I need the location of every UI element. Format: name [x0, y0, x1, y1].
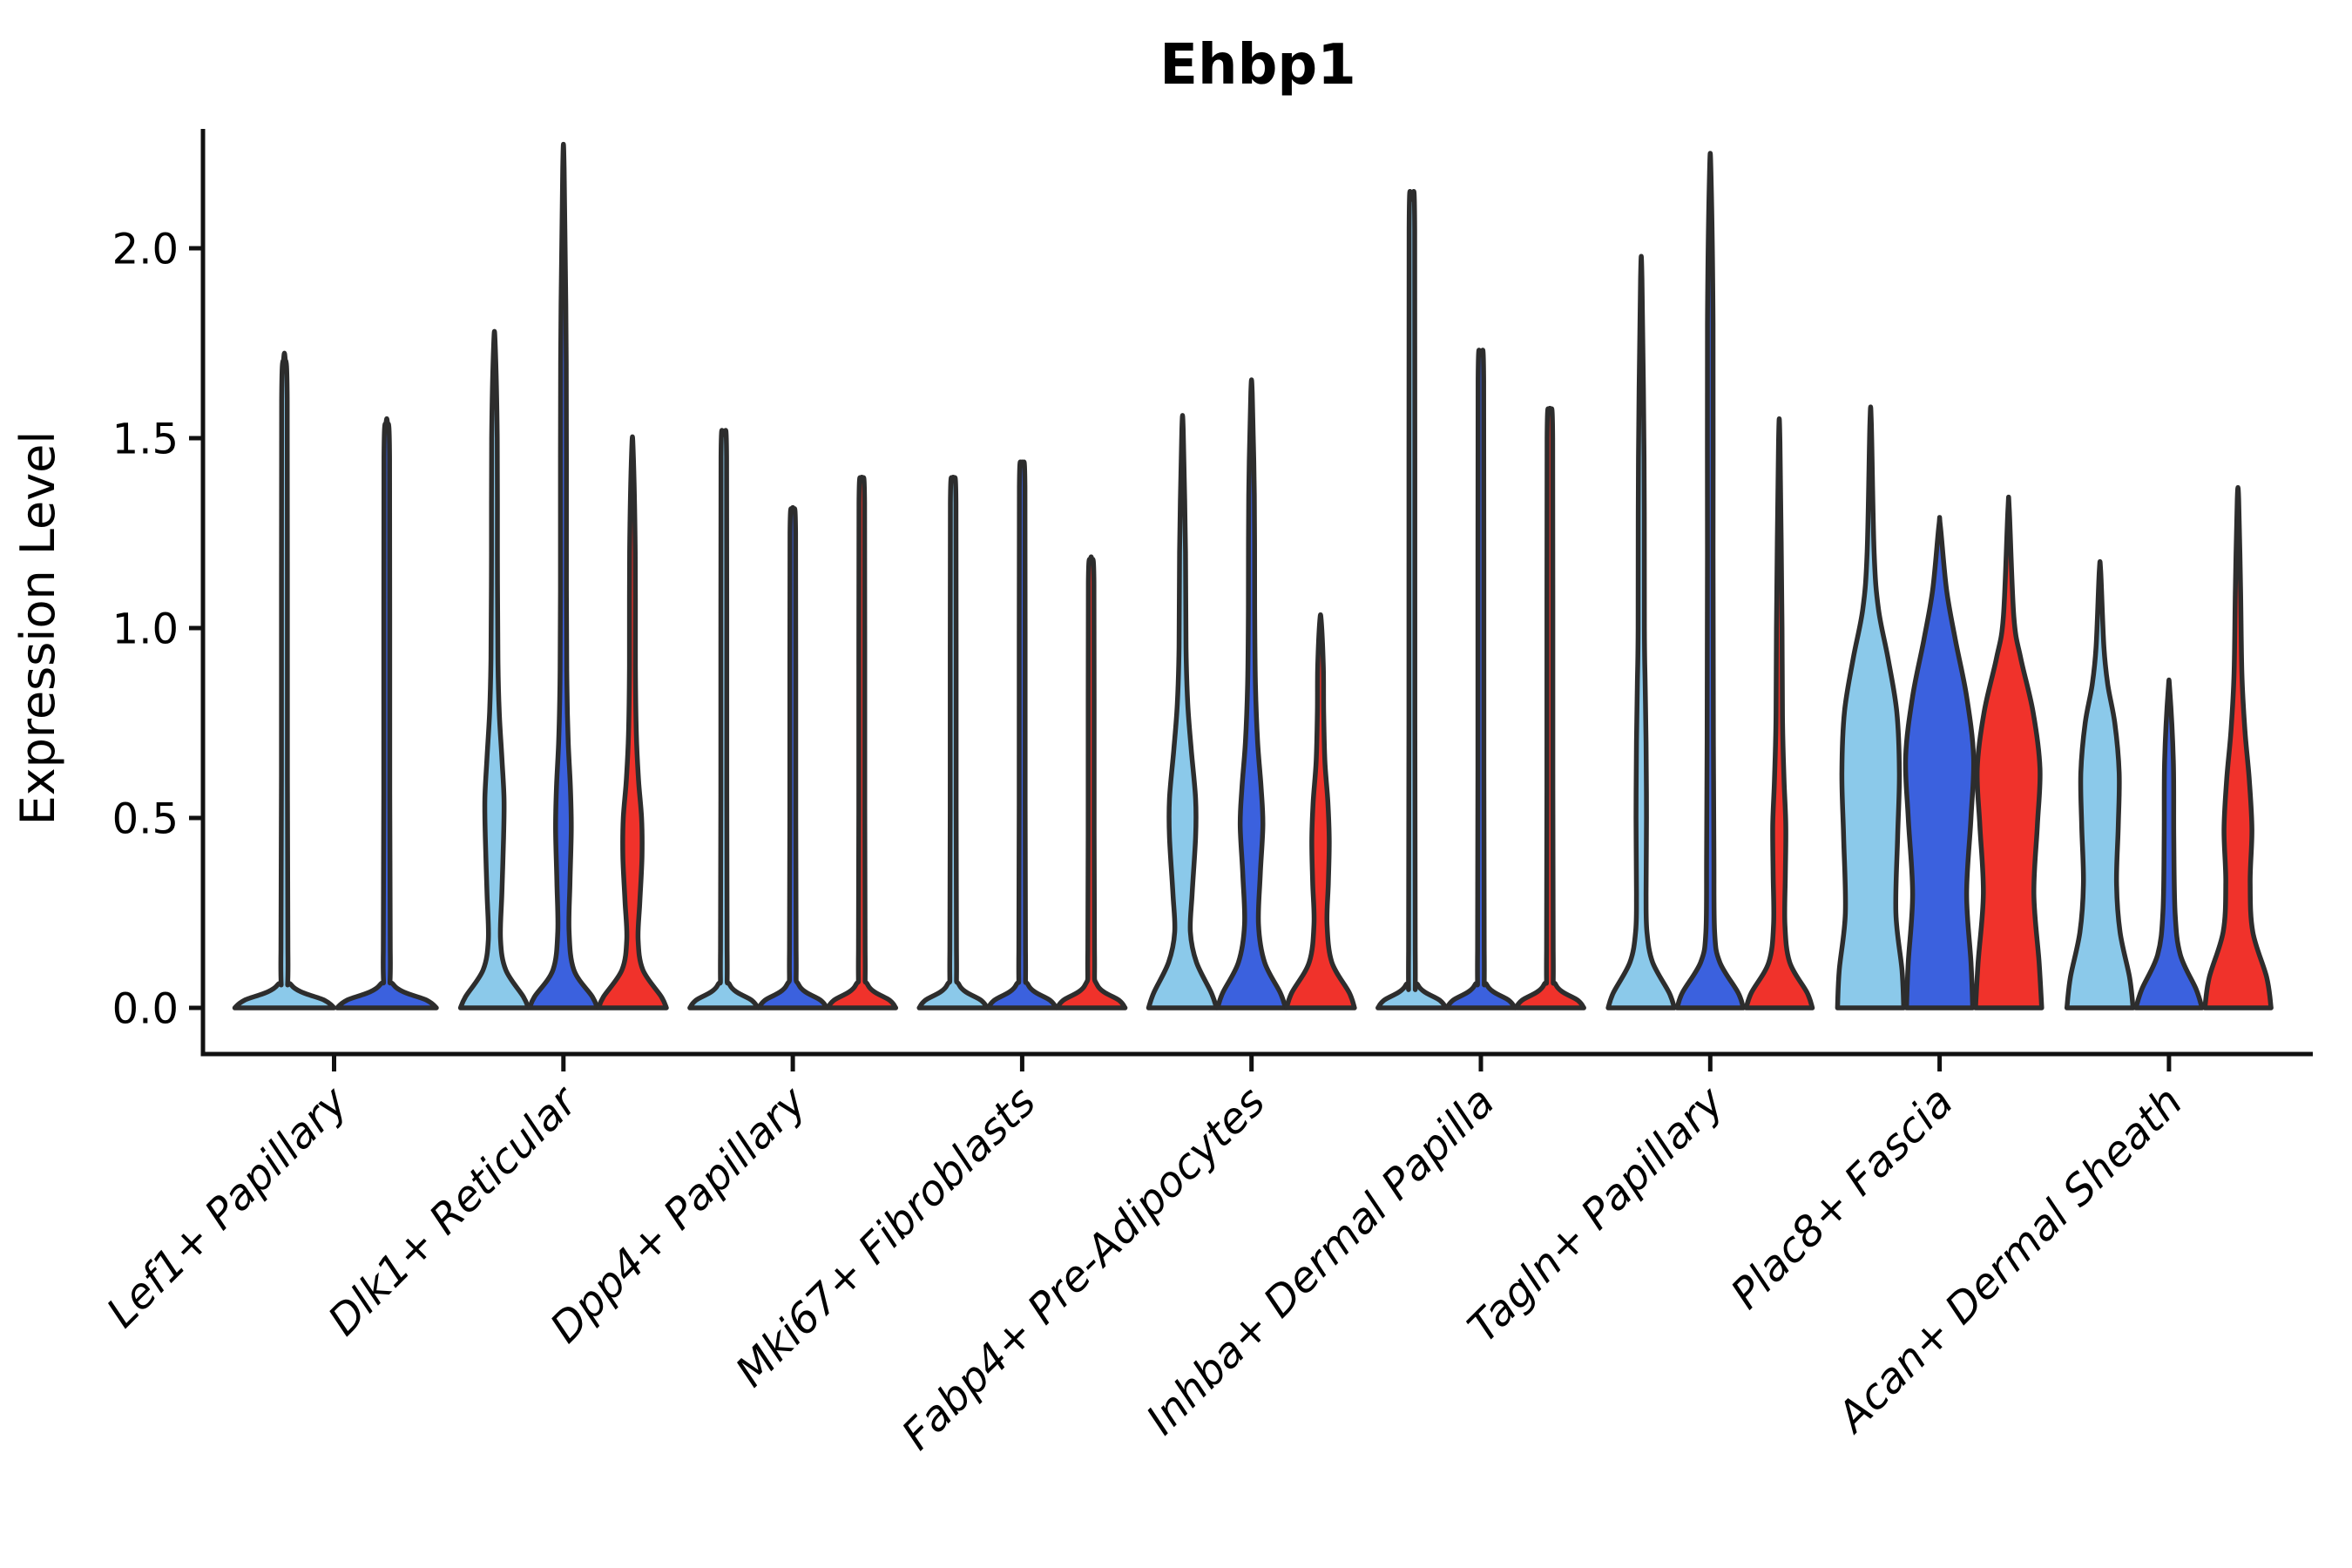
violin-lef1-papillary-light-blue — [232, 350, 337, 1010]
x-tick-label-lef1-papillary: Lef1+ Papillary — [98, 1077, 358, 1337]
violin-mki67-fibroblasts-light-blue — [916, 474, 990, 1010]
violin-mki67-fibroblasts-dark-blue — [985, 459, 1059, 1010]
violin-inhba-dermal-papilla-dark-blue — [1444, 348, 1517, 1010]
violin-inhba-dermal-papilla-light-blue — [1375, 189, 1449, 1010]
violin-dpp4-papillary-dark-blue — [756, 504, 829, 1010]
violin-acan-dermal-sheath-light-blue — [2064, 558, 2136, 1010]
violin-fabp4-pre-adipocytes-dark-blue — [1214, 377, 1288, 1010]
violin-plac8-fascia-light-blue — [1835, 404, 1907, 1010]
violin-fabp4-pre-adipocytes-red — [1284, 612, 1357, 1010]
y-axis-label: Expression Level — [10, 431, 65, 826]
y-tick-label: 1.0 — [112, 605, 179, 653]
violin-acan-dermal-sheath-dark-blue — [2133, 677, 2205, 1010]
violin-acan-dermal-sheath-red — [2202, 484, 2274, 1010]
x-tick-label-dpp4-papillary: Dpp4+ Papillary — [541, 1077, 816, 1352]
y-tick-label: 0.5 — [112, 794, 179, 843]
y-tick-label: 1.5 — [112, 415, 179, 463]
y-tick-label: 2.0 — [112, 225, 179, 274]
violin-tagln-papillary-red — [1743, 416, 1815, 1010]
violin-plac8-fascia-red — [1973, 494, 2044, 1010]
plot-title: Ehbp1 — [1159, 33, 1355, 98]
violin-dlk1-reticular-red — [596, 434, 669, 1010]
y-tick-label: 0.0 — [112, 984, 179, 1033]
violin-fabp4-pre-adipocytes-light-blue — [1146, 413, 1220, 1010]
x-tick-label-tagln-papillary: Tagln+ Papillary — [1459, 1077, 1734, 1352]
violin-inhba-dermal-papilla-red — [1513, 405, 1586, 1010]
violin-dlk1-reticular-dark-blue — [527, 142, 600, 1010]
x-tick-label-dlk1-reticular: Dlk1+ Reticular — [319, 1076, 589, 1346]
violin-dlk1-reticular-light-blue — [457, 328, 531, 1010]
x-tick-label-fabp4-pre-adipocytes: Fabp4+ Pre-Adipocytes — [893, 1078, 1275, 1460]
violin-tagln-papillary-light-blue — [1605, 253, 1677, 1010]
violin-mki67-fibroblasts-red — [1054, 554, 1128, 1010]
x-tick-label-plac8-fascia: Plac8+ Fascia — [1721, 1078, 1963, 1319]
violin-plac8-fascia-dark-blue — [1903, 515, 1977, 1010]
violin-tagln-papillary-dark-blue — [1674, 151, 1747, 1010]
violin-lef1-papillary-dark-blue — [335, 416, 439, 1010]
violin-dpp4-papillary-red — [825, 474, 899, 1010]
violin-dpp4-papillary-light-blue — [687, 428, 760, 1010]
